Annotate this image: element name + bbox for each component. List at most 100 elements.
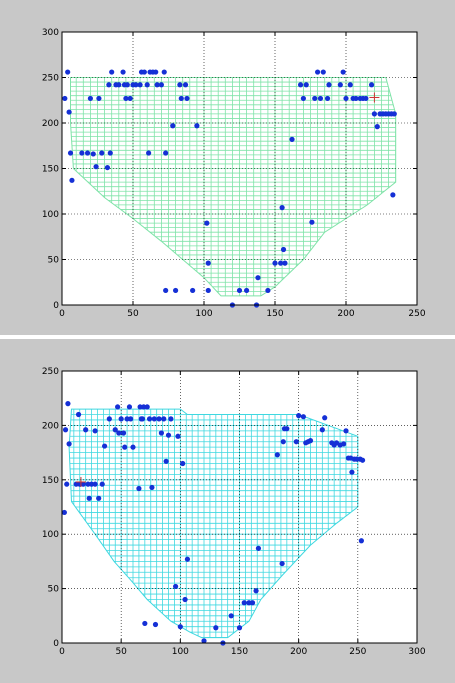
x-tick-label: 250 (408, 309, 425, 319)
data-point (90, 151, 96, 157)
data-point (62, 427, 69, 433)
data-point (241, 600, 247, 606)
figure-divider (0, 335, 455, 339)
y-tick-label: 250 (42, 367, 59, 377)
data-point (158, 82, 164, 88)
data-point (136, 485, 142, 492)
data-point (347, 82, 353, 88)
x-tick-label: 200 (337, 309, 354, 319)
data-point (280, 439, 286, 445)
data-point (341, 441, 347, 447)
data-point (139, 416, 146, 422)
x-tick-label: 150 (266, 309, 283, 319)
data-point (99, 150, 105, 156)
data-point (391, 111, 397, 117)
highlight-marker (75, 476, 86, 487)
data-point (374, 124, 380, 130)
data-point (116, 430, 122, 436)
y-tick-label: 100 (42, 530, 59, 540)
data-point (161, 416, 167, 422)
data-point (190, 287, 196, 294)
data-point (278, 260, 284, 266)
x-tick-label: 200 (290, 647, 307, 657)
data-point (92, 428, 98, 434)
data-point (99, 481, 105, 487)
chart-bottom: 0 50 100 150 200 250 300 0 50 100 150 200 250 (42, 367, 426, 657)
data-point (184, 556, 191, 562)
data-point (146, 150, 152, 156)
x-tick-label: 250 (349, 647, 366, 657)
data-point (182, 596, 188, 603)
data-point (106, 82, 112, 88)
y-tick-label: 50 (48, 585, 60, 595)
data-point (163, 287, 169, 294)
data-point (315, 69, 321, 75)
data-point (161, 69, 167, 75)
data-point (158, 430, 164, 436)
data-point (124, 82, 130, 88)
y-tick-label: 0 (53, 639, 59, 649)
data-point (130, 444, 136, 450)
data-point (317, 95, 324, 102)
data-point (75, 411, 82, 418)
data-point (363, 95, 369, 102)
chart-top: 0 50 100 150 200 250 0 50 100 150 200 250 300 (42, 28, 426, 319)
data-point (300, 95, 306, 102)
data-point (80, 481, 86, 487)
data-point (112, 427, 118, 433)
data-point (128, 416, 134, 422)
data-point (120, 430, 127, 436)
data-point (61, 509, 67, 516)
data-point (358, 538, 364, 544)
data-point (343, 95, 349, 102)
data-point (65, 69, 71, 75)
data-point (390, 192, 396, 198)
data-point (144, 82, 150, 88)
data-point (322, 415, 328, 421)
data-point (173, 287, 179, 294)
data-point (115, 404, 121, 410)
data-point (249, 600, 256, 606)
data-point (194, 123, 200, 129)
data-point (180, 460, 186, 467)
data-point (67, 150, 74, 156)
data-point (359, 457, 366, 463)
data-point (146, 416, 153, 422)
y-tick-label: 200 (42, 421, 59, 431)
data-point (83, 427, 89, 433)
data-point (154, 82, 160, 88)
data-point (152, 621, 159, 628)
data-point (279, 205, 285, 211)
data-point (109, 69, 115, 75)
data-point (349, 469, 355, 475)
data-point (228, 613, 234, 619)
data-point (120, 69, 126, 75)
data-point (282, 260, 288, 266)
data-point (87, 95, 93, 102)
y-tick-label: 0 (53, 301, 59, 311)
data-point (284, 426, 290, 432)
data-point (149, 484, 155, 491)
figure-top: 0 50 100 150 200 250 0 50 100 150 200 250 300 (0, 0, 455, 335)
highlight-marker (369, 92, 380, 103)
x-tick-label: 0 (59, 309, 65, 319)
data-point (102, 443, 108, 449)
data-point (104, 164, 111, 171)
data-point (66, 441, 72, 447)
data-point (371, 111, 377, 117)
y-tick-label: 50 (48, 256, 60, 266)
data-point (173, 583, 179, 590)
data-point (368, 82, 375, 88)
data-point (84, 150, 91, 156)
data-point (93, 164, 99, 170)
data-point (156, 416, 162, 422)
data-point (86, 495, 92, 501)
x-tick-label: 100 (172, 647, 189, 657)
data-point (178, 95, 184, 102)
y-tick-label: 150 (42, 476, 59, 486)
data-point (280, 246, 287, 253)
data-point (293, 439, 299, 445)
data-point (297, 82, 304, 88)
data-point (265, 287, 271, 294)
data-point (274, 452, 280, 458)
